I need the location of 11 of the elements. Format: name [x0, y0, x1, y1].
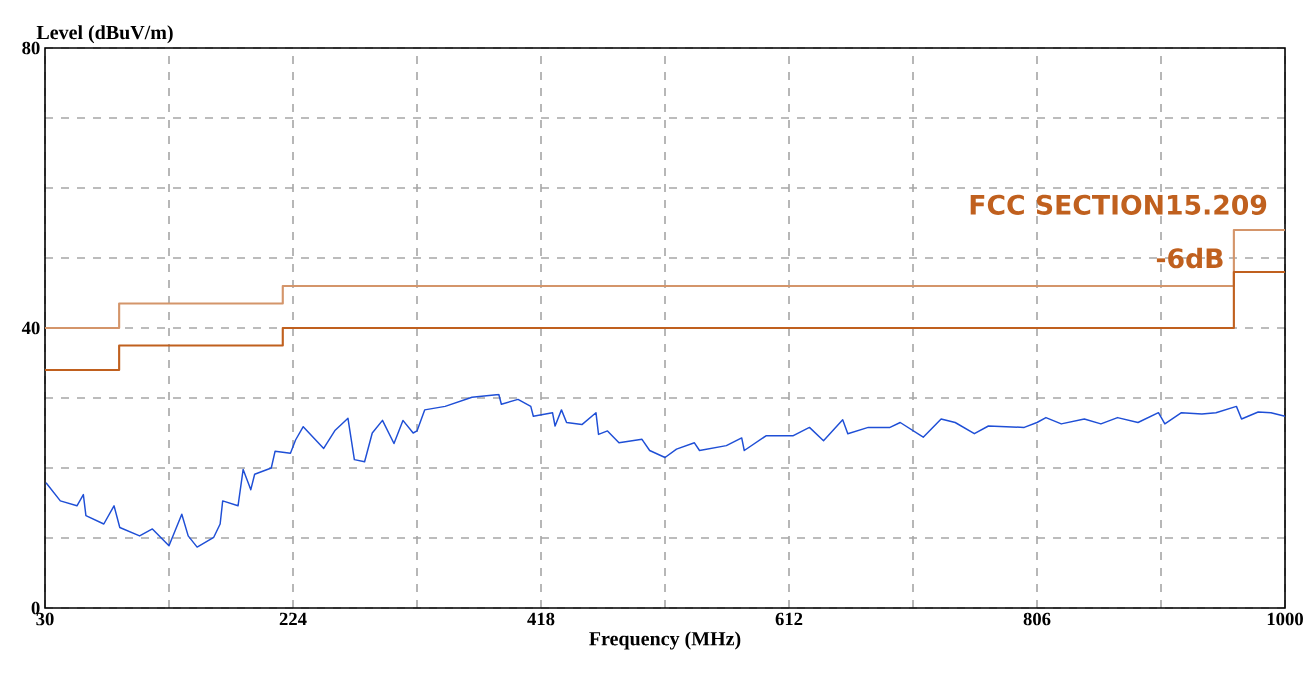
x-tick-label: 224 — [279, 612, 307, 625]
annotation: -6dB — [1156, 247, 1223, 269]
x-tick-label: 418 — [527, 612, 555, 626]
x-tick-label: 612 — [775, 612, 803, 626]
x-tick-label: 806 — [1023, 612, 1051, 626]
x-tick-label: 1000 — [1267, 612, 1303, 626]
x-axis-title: Frequency (MHz) — [589, 631, 741, 650]
annotation: FCC SECTION15.209 — [970, 194, 1267, 215]
line-series — [45, 393, 1286, 548]
y-tick-label: 40 — [21, 321, 40, 335]
y-tick-label: 80 — [22, 41, 40, 55]
